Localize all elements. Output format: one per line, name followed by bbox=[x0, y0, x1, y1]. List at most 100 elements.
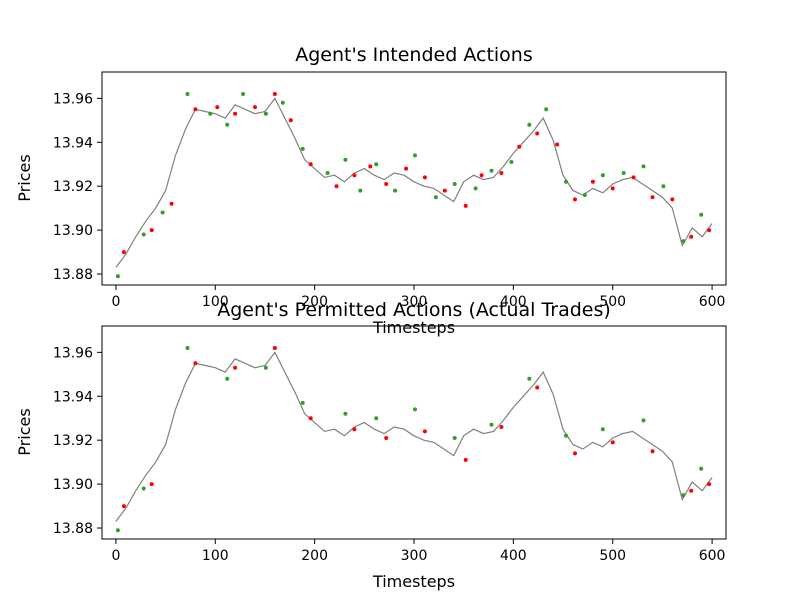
y-tick-label: 13.90 bbox=[53, 223, 93, 239]
price-series-line bbox=[115, 97, 713, 268]
buy-point bbox=[115, 528, 120, 533]
sell-point bbox=[308, 162, 313, 167]
sell-point bbox=[670, 197, 675, 202]
x-tick-label: 600 bbox=[699, 548, 726, 564]
x-tick-label: 100 bbox=[202, 548, 229, 564]
buy-point bbox=[621, 171, 626, 175]
sell-point bbox=[233, 365, 238, 370]
buy-point bbox=[600, 173, 605, 178]
sell-point bbox=[334, 184, 339, 189]
buy-point bbox=[544, 107, 549, 112]
sell-point bbox=[288, 118, 293, 123]
buy-point bbox=[699, 212, 704, 217]
buy-point bbox=[509, 160, 514, 164]
buy-point bbox=[527, 376, 532, 381]
buy-point bbox=[564, 433, 568, 438]
sell-point bbox=[689, 234, 694, 239]
subplot-permitted-actions: 0 100 200 300 400 500 600 13.88 13.90 13.92 13.94… bbox=[15, 299, 727, 591]
y-axis: 13.88 13.90 13.92 13.94 13.96 bbox=[53, 345, 102, 537]
y-tick-label: 13.90 bbox=[53, 477, 93, 493]
sell-point bbox=[707, 482, 712, 487]
x-tick-label: 300 bbox=[401, 548, 428, 564]
sell-point bbox=[555, 142, 560, 147]
buy-point bbox=[661, 184, 666, 189]
y-axis-label: Prices bbox=[15, 154, 34, 201]
buy-point bbox=[263, 365, 268, 370]
x-tick-label: 500 bbox=[599, 548, 626, 564]
sell-point bbox=[650, 195, 655, 200]
buy-point bbox=[141, 486, 146, 491]
sell-point bbox=[272, 92, 277, 96]
x-tick-label: 0 bbox=[111, 294, 120, 310]
buy-point bbox=[600, 427, 605, 432]
sell-point bbox=[517, 144, 522, 149]
x-tick-label: 200 bbox=[301, 548, 328, 564]
sell-point bbox=[479, 173, 484, 178]
chart-title: Agent's Permitted Actions (Actual Trades… bbox=[217, 299, 611, 321]
buy-point bbox=[641, 418, 646, 423]
sell-point bbox=[442, 188, 447, 193]
sell-point bbox=[535, 131, 540, 136]
sell-point bbox=[422, 429, 427, 434]
sell-point bbox=[573, 451, 577, 456]
buy-point bbox=[489, 168, 494, 173]
sell-point bbox=[499, 425, 504, 429]
buy-point bbox=[241, 92, 246, 96]
sell-point bbox=[233, 111, 238, 116]
x-axis-label: Timesteps bbox=[372, 318, 455, 337]
buy-point bbox=[473, 186, 478, 191]
sell-point bbox=[121, 504, 126, 509]
x-axis-label: Timesteps bbox=[372, 572, 455, 591]
sell-point bbox=[352, 427, 357, 432]
sell-point bbox=[499, 171, 504, 175]
buy-point bbox=[641, 164, 646, 169]
buy-point bbox=[527, 122, 532, 127]
sell-point bbox=[610, 440, 615, 445]
sell-point bbox=[422, 175, 427, 180]
buy-point bbox=[280, 100, 285, 105]
buy-point bbox=[160, 210, 165, 215]
buy-point bbox=[393, 188, 398, 193]
y-tick-label: 13.96 bbox=[53, 91, 93, 107]
buy-point bbox=[225, 122, 230, 127]
buy-point bbox=[358, 188, 363, 193]
buy-point bbox=[263, 111, 268, 116]
sell-point bbox=[272, 346, 277, 350]
buy-point bbox=[343, 411, 348, 416]
y-axis-label: Prices bbox=[15, 408, 34, 455]
sell-point bbox=[573, 197, 577, 202]
buy-point bbox=[681, 239, 686, 244]
sell-point bbox=[215, 105, 220, 110]
sell-point bbox=[689, 488, 694, 493]
buy-point bbox=[433, 195, 438, 200]
buy-point bbox=[141, 232, 146, 237]
y-tick-label: 13.94 bbox=[53, 135, 93, 151]
y-tick-label: 13.92 bbox=[53, 179, 93, 195]
sell-point bbox=[193, 107, 198, 112]
y-axis: 13.88 13.90 13.92 13.94 13.96 bbox=[53, 91, 102, 283]
buy-point bbox=[413, 407, 417, 412]
x-tick-label: 600 bbox=[699, 294, 726, 310]
sell-point bbox=[368, 164, 373, 169]
buy-point bbox=[582, 193, 587, 197]
buy-point bbox=[115, 274, 120, 279]
price-series-line bbox=[115, 351, 713, 522]
x-tick-label: 300 bbox=[401, 294, 428, 310]
chart-title: Agent's Intended Actions bbox=[295, 44, 532, 66]
buy-point bbox=[325, 171, 330, 175]
sell-point bbox=[463, 457, 468, 462]
sell-point bbox=[650, 449, 655, 454]
buy-point bbox=[452, 436, 457, 440]
y-tick-label: 13.92 bbox=[53, 433, 93, 449]
y-tick-label: 13.88 bbox=[53, 267, 93, 283]
x-tick-label: 400 bbox=[500, 294, 527, 310]
sell-point bbox=[149, 228, 154, 233]
buy-point bbox=[374, 162, 379, 167]
sell-point bbox=[169, 201, 174, 206]
buy-point bbox=[452, 182, 457, 186]
sell-point bbox=[149, 482, 154, 487]
sell-point bbox=[590, 179, 595, 184]
x-tick-label: 200 bbox=[301, 294, 328, 310]
